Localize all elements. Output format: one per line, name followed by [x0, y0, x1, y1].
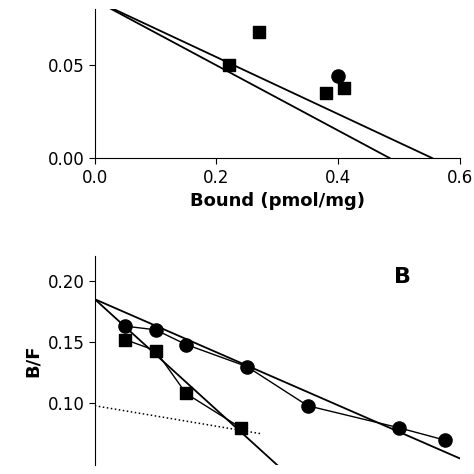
Y-axis label: B/F: B/F: [24, 344, 42, 377]
Point: [334, 73, 342, 80]
Point: [255, 28, 263, 36]
Point: [322, 89, 330, 97]
Text: B: B: [394, 267, 411, 287]
Point: [304, 402, 311, 410]
Point: [152, 326, 159, 334]
Point: [395, 424, 403, 431]
Point: [441, 436, 448, 444]
Point: [182, 341, 190, 348]
Point: [182, 390, 190, 397]
Point: [243, 363, 251, 370]
Point: [237, 424, 245, 431]
Point: [121, 322, 129, 330]
X-axis label: Bound (pmol/mg): Bound (pmol/mg): [190, 192, 365, 210]
Point: [225, 62, 232, 69]
Point: [121, 336, 129, 343]
Point: [152, 347, 159, 355]
Point: [340, 84, 348, 91]
